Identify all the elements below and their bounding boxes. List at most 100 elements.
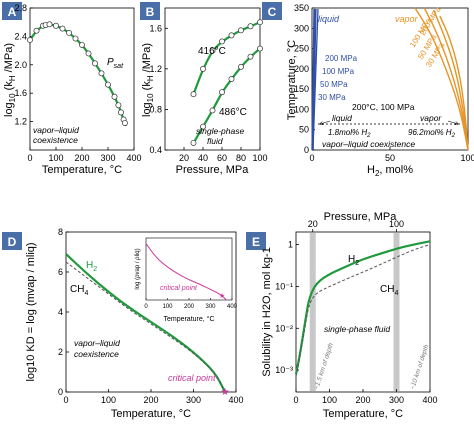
panel-b-point [257, 19, 263, 26]
panel-d-inset-series [145, 243, 227, 301]
panel-badge-e [246, 232, 266, 250]
panel-c-vapor-label: vapor [395, 14, 419, 24]
panel-c-region-label: vapor–liquid coexistence [322, 139, 415, 149]
panel-c-xtick-label-1: 50 [385, 153, 395, 163]
panel-e-frame [295, 231, 431, 393]
panel-a-x-ticks: 0 100 200 300 400 [27, 147, 142, 163]
panel-e-band-2 [393, 233, 400, 391]
panel-e-series-ch4 [295, 244, 431, 377]
panel-b-point [219, 89, 225, 96]
panel-b-point [247, 23, 254, 30]
panel-a-xtick-label-3: 300 [100, 153, 115, 163]
panel-b-point [200, 123, 206, 130]
panel-e-xtick-label-2: 200 [355, 395, 370, 405]
panel-badge-b-label: B [146, 5, 155, 19]
panel-b-point [209, 47, 216, 54]
panel-b-point [200, 65, 206, 72]
panel-e-top-tick-label-0: 20 [308, 219, 318, 229]
panel-a-region-label-1: vapor–liquid [33, 125, 79, 135]
panel-b-point [209, 107, 216, 114]
panel-e-xtick-label-1: 100 [322, 395, 337, 405]
panel-a-point [33, 27, 40, 34]
panel-e-legend-ch4: CH4 [380, 284, 398, 297]
panel-c-vapor-curve-3 [414, 7, 469, 151]
panel-b-region-label-2: fluid [207, 136, 223, 146]
panel-d-inset-xtick-label-0: 0 [144, 304, 148, 310]
panel-e-y-ticks: 10⁻³ 10⁻² 10⁻¹ 1 [275, 240, 299, 375]
panel-b-series-416-label: 416°C [198, 46, 226, 57]
panel-d-series-ch4 [65, 261, 226, 393]
panel-c-tie-arrow-left [320, 120, 331, 124]
panel-d-ytick-label-1: 2 [58, 347, 63, 357]
panel-c-xtick-label-2: 100 [460, 153, 474, 163]
panel-a-ytick-label-3: 2.4 [14, 31, 27, 41]
panel-e-series-h2 [294, 240, 431, 375]
panel-b-ytick-label-1: 0.8 [149, 104, 162, 114]
panel-a-point [115, 102, 122, 109]
panel-d-xtick-label-4: 400 [228, 395, 243, 405]
panel-b-ytick-label-0: 0.4 [149, 145, 162, 155]
panel-b-frame [164, 7, 261, 151]
panel-d-inset-xtick-label-3: 300 [205, 304, 216, 310]
panel-b-ytick-label-3: 1.6 [149, 23, 162, 33]
panel-a-point [118, 109, 124, 116]
panel-d-inset: log (ρvap / ρliq) 0 100 200 300 400 Temperat… [135, 237, 238, 323]
panel-d-region-label-2: coexistence [74, 349, 119, 359]
panel-a-point [46, 21, 53, 28]
panel-badge-d [2, 232, 22, 250]
panel-e-top-ticks: 20 100 [308, 219, 404, 232]
panel-d-inset-critical-star: ★ [219, 292, 225, 300]
panel-d-xlabel: Temperature, °C [111, 408, 191, 420]
panel-c-tie-title: 200°C, 100 MPa [352, 102, 415, 112]
panel-e-xlabel: Temperature, °C [323, 408, 403, 420]
panel-badge-c [262, 2, 282, 20]
panel-c-ytick-label-4: 200 [294, 64, 309, 74]
panel-d-legend-ch4: CH4 [70, 284, 88, 297]
panel-c-tie-liquid-label: liquid [332, 113, 352, 123]
panel-c-liquid-200-label: 200 MPa [325, 54, 358, 63]
panel-b-region-label-1: single-phase [196, 126, 244, 136]
panel-badge-e-label: E [252, 235, 260, 249]
panel-a-point [79, 41, 85, 48]
panel-d-y-ticks: 0 2 4 6 8 [58, 227, 69, 397]
panel-c-ytick-label-2: 100 [294, 104, 309, 114]
panel-b-point [219, 38, 225, 45]
panel-a-xtick-label-0: 0 [27, 153, 32, 163]
panel-a-ytick-label-2: 2.0 [14, 60, 27, 70]
panel-d-inset-xtick-label-1: 100 [162, 304, 173, 310]
panel-e-ytick-label-1: 10⁻² [275, 323, 293, 333]
panel-b-x-ticks: 20 40 60 80 100 [179, 147, 268, 163]
panel-a-ytick-label-0: 1.2 [14, 117, 27, 127]
panel-d-ytick-label-4: 8 [58, 227, 63, 237]
panel-c-tie-arrow-right [447, 120, 458, 124]
panel-a-psat-label: Psat [107, 57, 124, 70]
panel-e-region-label: single-phase fluid [324, 324, 390, 334]
panel-b-y-ticks: 0.4 0.8 1.2 1.6 [149, 23, 168, 155]
panel-e-ytick-label-0: 10⁻³ [275, 365, 293, 375]
panel-c-ylabel: Temperature, °C [286, 40, 298, 120]
panel-b-point [190, 91, 197, 98]
panel-a-point [59, 25, 66, 32]
panel-badge-b [140, 2, 160, 20]
panel-e-band-1 [309, 233, 316, 391]
panel-b-point [228, 32, 235, 39]
panel-b-series-486-label: 486°C [219, 107, 247, 118]
panel-b-point [257, 45, 263, 52]
panel-c-vapor-curves [414, 7, 469, 151]
panel-a-xtick-label-4: 400 [126, 153, 141, 163]
panel-e: E Pressure, MPa 20 100 10⁻³ 10⁻² 10⁻¹ 1 0 100… [246, 211, 438, 420]
panel-d-inset-xtick-label-2: 200 [184, 304, 195, 310]
panel-d: D 0 2 4 6 8 0 100 200 300 400 log10 KD = log (mv… [2, 227, 244, 420]
panel-d-critical-label: critical point [168, 373, 216, 383]
panel-c-liquid-curve-50 [312, 8, 316, 151]
panel-d-inset-ylabel: log (ρvap / ρliq) [135, 248, 141, 289]
panel-c-xtick-label-0: 0 [309, 153, 314, 163]
panel-a-point [111, 93, 118, 100]
panel-d-legend-h2: H2 [86, 260, 97, 273]
panel-c-ytick-label-5: 250 [294, 44, 309, 54]
panel-b-xtick-label-0: 20 [179, 153, 189, 163]
panel-b-ytick-label-2: 1.2 [149, 64, 162, 74]
panel-a-point [105, 81, 111, 88]
panel-e-band-1-label: ~1.5 km of depth [313, 342, 335, 391]
